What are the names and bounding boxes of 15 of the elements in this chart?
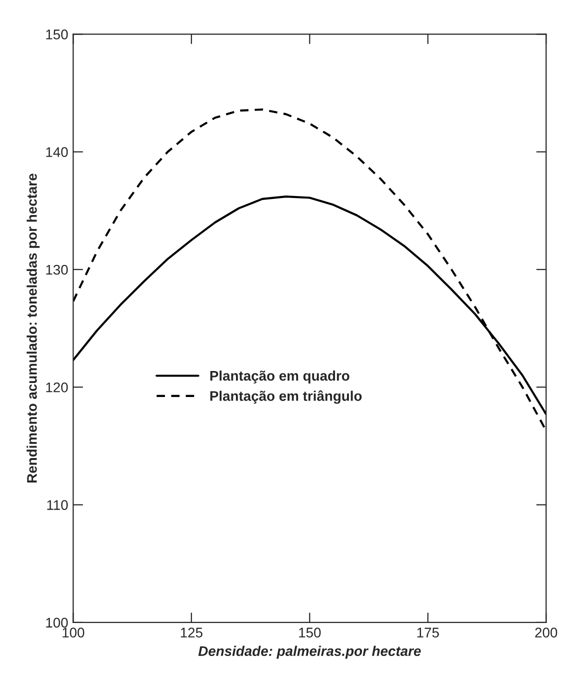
legend-label: Plantação em triângulo bbox=[210, 390, 362, 404]
legend-label: Plantação em quadro bbox=[210, 370, 350, 384]
y-tick-label: 130 bbox=[46, 264, 68, 275]
y-axis-title: Rendimento acumulado: toneladas por hectare bbox=[26, 174, 40, 482]
y-tick-label: 150 bbox=[46, 30, 68, 40]
y-tick-label: 140 bbox=[46, 147, 68, 158]
x-tick-label: 200 bbox=[535, 628, 558, 638]
x-tick-label: 100 bbox=[62, 628, 84, 638]
y-tick-label: 110 bbox=[47, 500, 68, 510]
x-tick-label: 125 bbox=[180, 628, 202, 638]
x-axis-title: Densidade: palmeiras.por hectare bbox=[198, 646, 421, 659]
x-tick-label: 150 bbox=[299, 628, 321, 638]
x-tick-label: 175 bbox=[417, 628, 439, 638]
y-tick-label: 120 bbox=[46, 382, 68, 392]
y-tick-label: 100 bbox=[46, 618, 68, 628]
